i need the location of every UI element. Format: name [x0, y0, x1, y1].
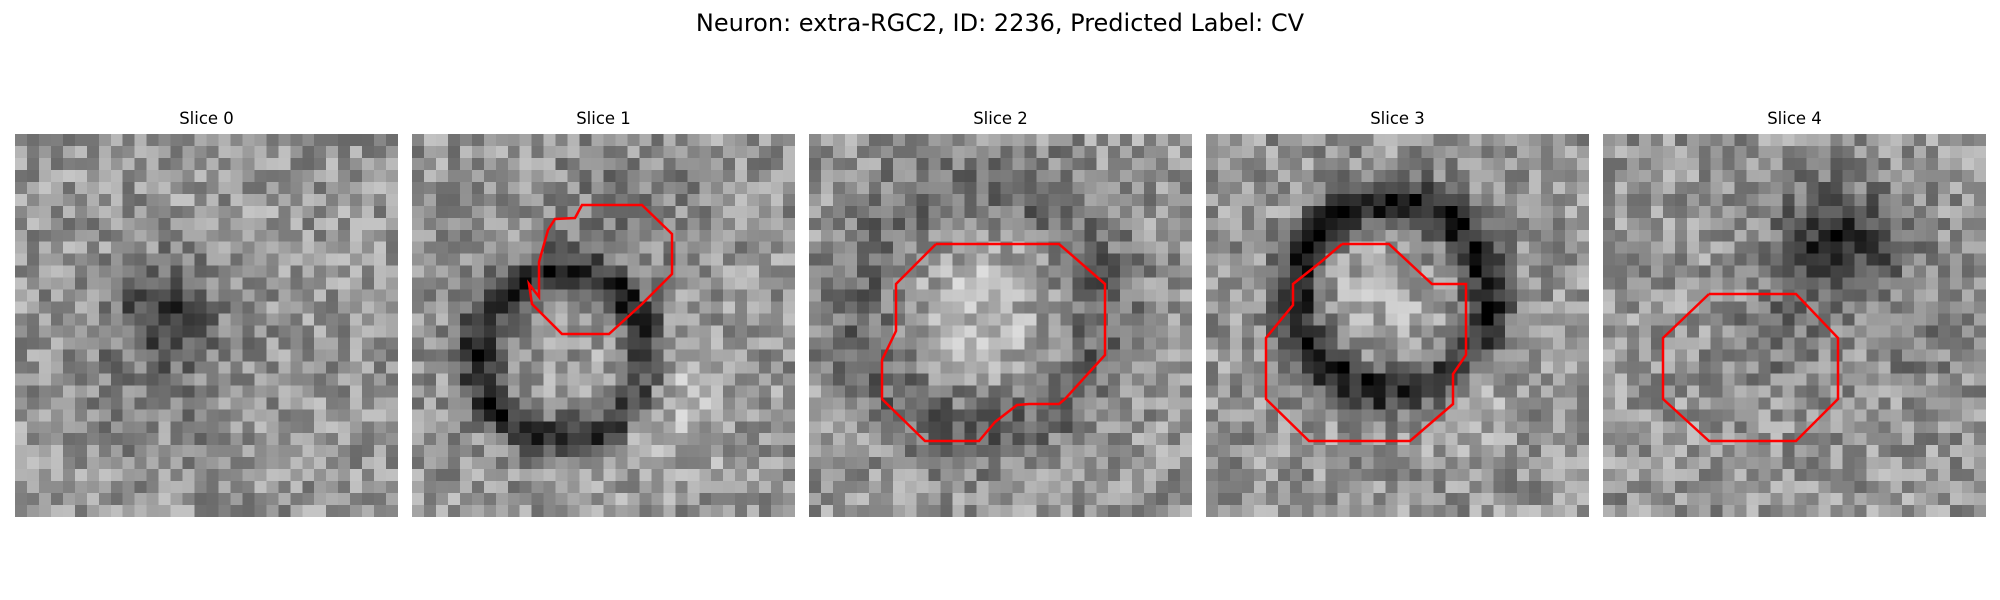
slice-panel-4: Slice 4 — [1603, 108, 1986, 517]
slice-image — [1206, 134, 1589, 517]
slice-title: Slice 4 — [1767, 109, 1822, 128]
segmentation-contour — [1264, 242, 1468, 443]
grayscale-slice — [809, 134, 1192, 517]
slice-image — [412, 134, 795, 517]
grayscale-slice — [1603, 134, 1986, 517]
figure-title: Neuron: extra-RGC2, ID: 2236, Predicted … — [695, 9, 1305, 37]
segmentation-contour — [1661, 292, 1840, 443]
grayscale-slice — [412, 134, 795, 517]
segmentation-contour — [880, 242, 1107, 443]
slice-title: Slice 0 — [179, 109, 234, 128]
grayscale-slice — [15, 134, 398, 517]
grayscale-slice — [1206, 134, 1589, 517]
slice-image — [15, 134, 398, 517]
slice-panel-1: Slice 1 — [412, 108, 795, 517]
slice-image — [1603, 134, 1986, 517]
slice-title: Slice 3 — [1370, 109, 1425, 128]
slice-panel-2: Slice 2 — [809, 108, 1192, 517]
slice-title: Slice 1 — [576, 109, 631, 128]
segmentation-contour — [527, 203, 674, 336]
slice-panel-0: Slice 0 — [15, 108, 398, 517]
slice-image — [809, 134, 1192, 517]
slice-title: Slice 2 — [973, 109, 1028, 128]
slice-panel-3: Slice 3 — [1206, 108, 1589, 517]
